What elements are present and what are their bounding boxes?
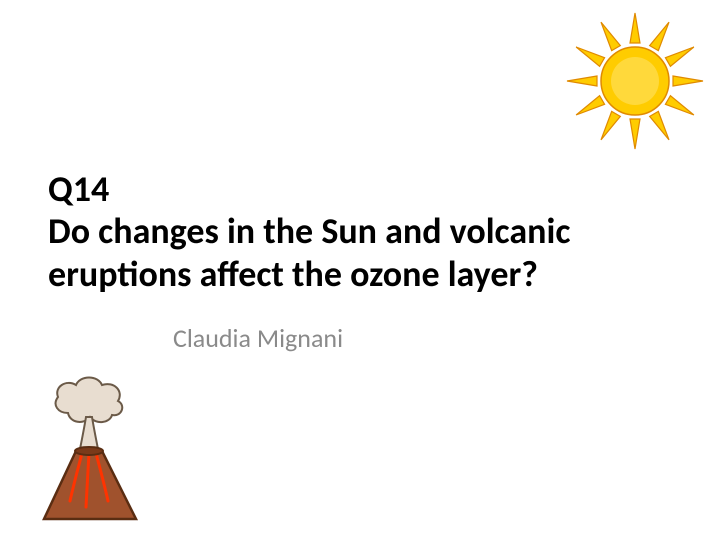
title-line-2: Do changes in the Sun and volcanic <box>48 210 668 252</box>
slide-author: Claudia Mignani <box>48 322 468 354</box>
title-line-3: eruptions affect the ozone layer? <box>48 253 668 295</box>
slide-title: Q14 Do changes in the Sun and volcanic e… <box>48 168 668 295</box>
title-line-1: Q14 <box>48 168 668 210</box>
sun-icon <box>560 6 710 161</box>
author-name: Claudia Mignani <box>173 322 343 354</box>
volcano-icon <box>30 373 150 528</box>
